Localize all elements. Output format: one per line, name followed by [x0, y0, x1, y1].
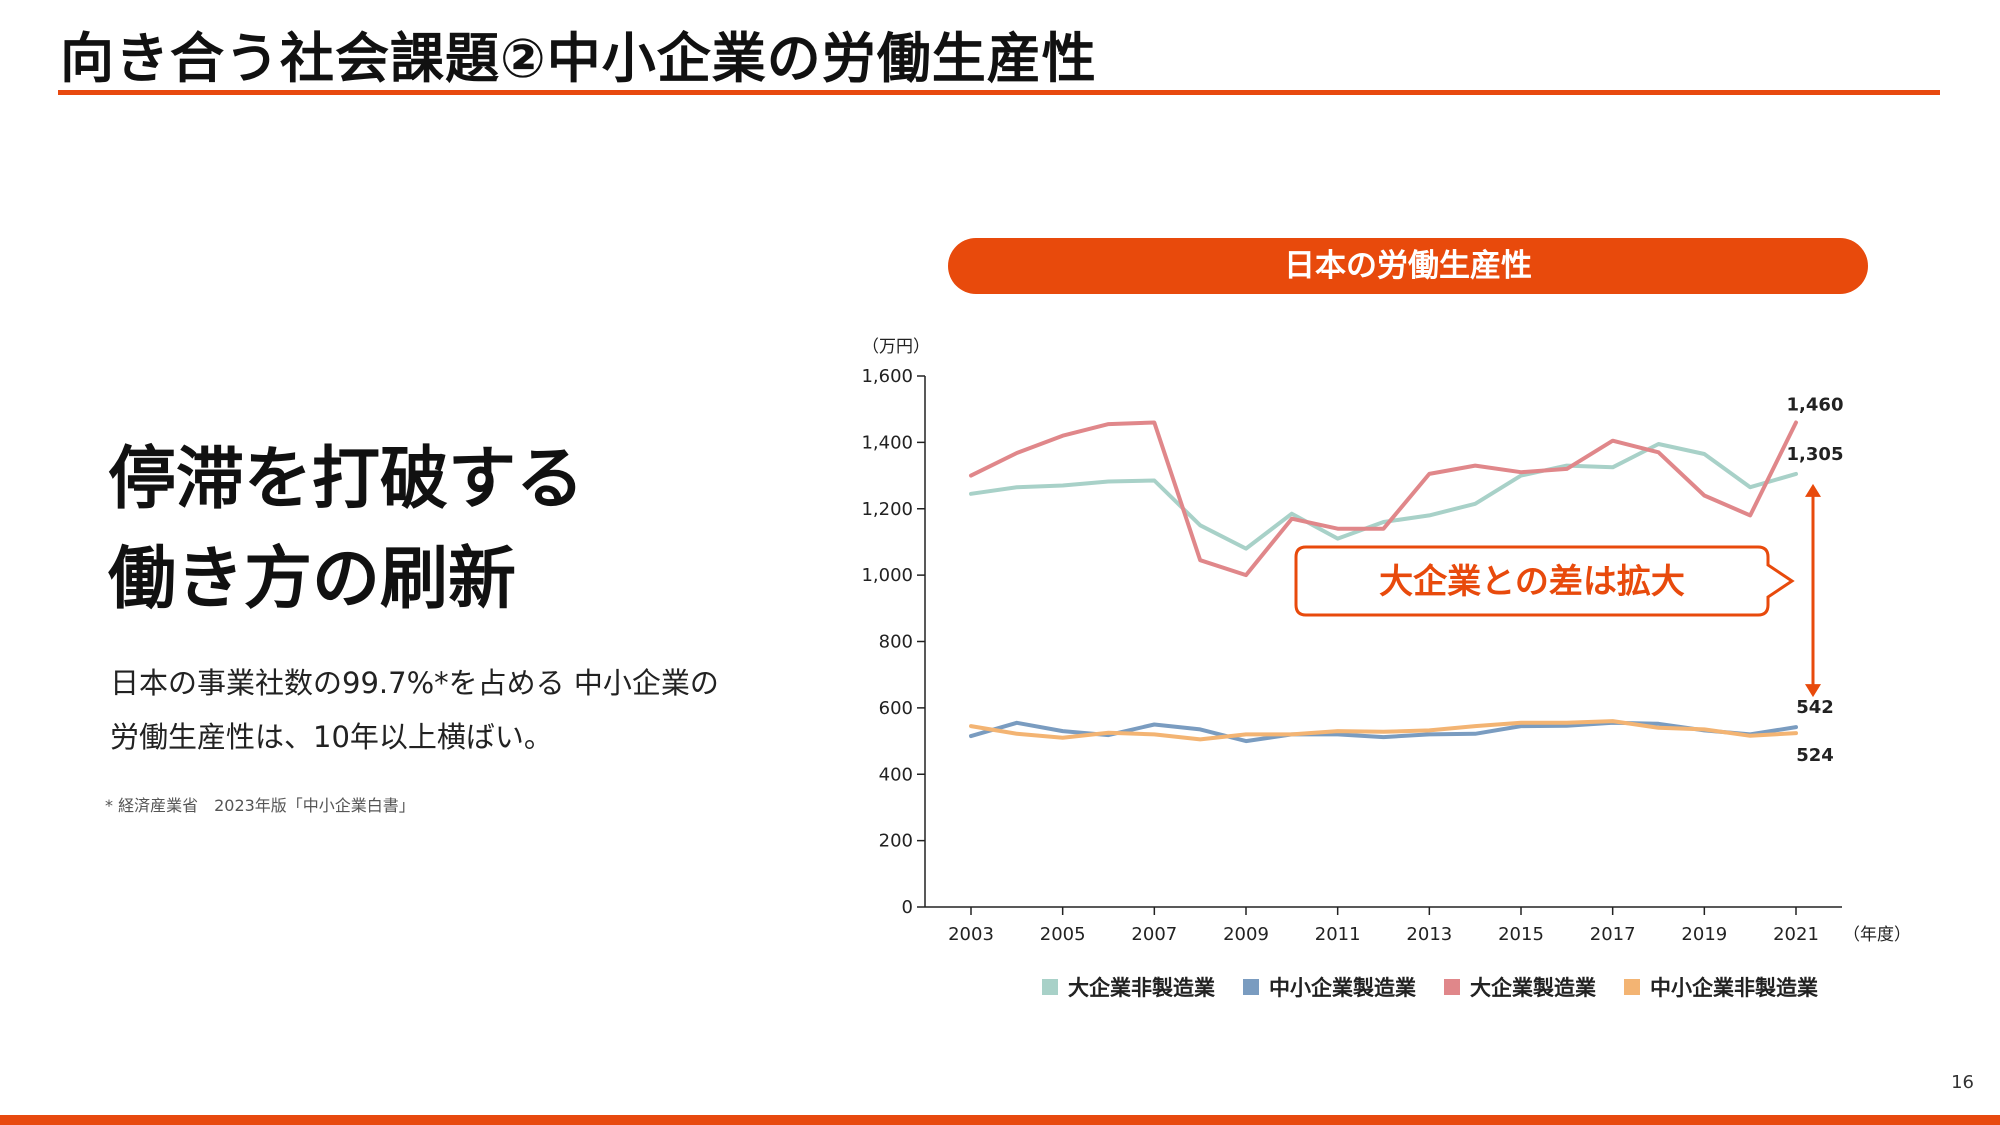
- x-tick-label: 2007: [1131, 924, 1177, 945]
- value-label-1305: 1,305: [1787, 444, 1844, 465]
- callout-box: [1294, 545, 1795, 617]
- x-tick-label: 2003: [948, 924, 994, 945]
- series-line-2: [969, 720, 1798, 744]
- x-tick-label: 2013: [1406, 924, 1452, 945]
- footnote: * 経済産業省 2023年版「中小企業白書」: [105, 796, 415, 815]
- y-tick-label: 0: [902, 897, 913, 918]
- legend-swatch: [1624, 979, 1640, 995]
- y-tick-label: 600: [879, 698, 913, 719]
- value-label-524: 524: [1796, 745, 1834, 766]
- y-tick-label: 200: [879, 831, 913, 852]
- legend-swatch: [1042, 979, 1058, 995]
- headline: 停滞を打破する 働き方の刷新: [108, 430, 584, 630]
- slide-title: 向き合う社会課題②中小企業の労働生産性: [60, 27, 1097, 90]
- gap-arrow-head-top: [1805, 483, 1821, 497]
- chart-title: 日本の労働生産性: [948, 238, 1868, 294]
- y-tick-label: 800: [879, 632, 913, 653]
- callout-text: 大企業との差は拡大: [1379, 562, 1685, 602]
- y-tick-label: 1,600: [861, 366, 913, 387]
- legend-label: 中小企業製造業: [1269, 976, 1416, 1000]
- gap-arrow-head-bottom: [1805, 684, 1821, 698]
- y-tick-label: 1,200: [861, 499, 913, 520]
- x-tick-label: 2017: [1590, 924, 1636, 945]
- series-line-1: [969, 442, 1798, 551]
- legend-label: 大企業非製造業: [1068, 976, 1215, 1000]
- body-text: 日本の事業社数の99.7%*を占める 中小企業の 労働生産性は、10年以上横ばい…: [110, 656, 719, 764]
- body-line-1: 日本の事業社数の99.7%*を占める 中小企業の: [110, 666, 719, 700]
- chart-legend: 大企業非製造業 中小企業製造業 大企業製造業 中小企業非製造業: [980, 972, 1880, 1002]
- legend-label: 中小企業非製造業: [1650, 976, 1818, 1000]
- series-line-3: [969, 420, 1798, 578]
- headline-line-2: 働き方の刷新: [108, 540, 517, 619]
- y-tick-label: 1,000: [861, 565, 913, 586]
- x-tick-label: 2015: [1498, 924, 1544, 945]
- y-tick-label: 1,400: [861, 432, 913, 453]
- x-tick-label: 2019: [1681, 924, 1727, 945]
- legend-label: 大企業製造業: [1470, 976, 1596, 1000]
- series-line-4: [969, 719, 1798, 742]
- legend-item-3: 大企業製造業: [1444, 972, 1596, 1002]
- value-label-542: 542: [1796, 697, 1834, 718]
- x-tick-label: 2009: [1223, 924, 1269, 945]
- y-axis-unit: （万円）: [862, 337, 930, 357]
- x-tick-label: 2021: [1773, 924, 1819, 945]
- legend-swatch: [1243, 979, 1259, 995]
- page-number: 16: [1951, 1072, 1974, 1093]
- headline-line-1: 停滞を打破する: [108, 440, 585, 519]
- x-axis-unit: （年度）: [1843, 925, 1911, 945]
- y-tick-label: 400: [879, 764, 913, 785]
- x-tick-label: 2005: [1040, 924, 1086, 945]
- legend-item-2: 中小企業製造業: [1243, 972, 1416, 1002]
- value-label-1460: 1,460: [1787, 394, 1844, 415]
- legend-swatch: [1444, 979, 1460, 995]
- title-underline: [58, 90, 1940, 95]
- legend-item-1: 大企業非製造業: [1042, 972, 1215, 1002]
- footer-bar: [0, 1115, 2000, 1125]
- x-tick-label: 2011: [1315, 924, 1361, 945]
- legend-item-4: 中小企業非製造業: [1624, 972, 1818, 1002]
- body-line-2: 労働生産性は、10年以上横ばい。: [110, 720, 553, 754]
